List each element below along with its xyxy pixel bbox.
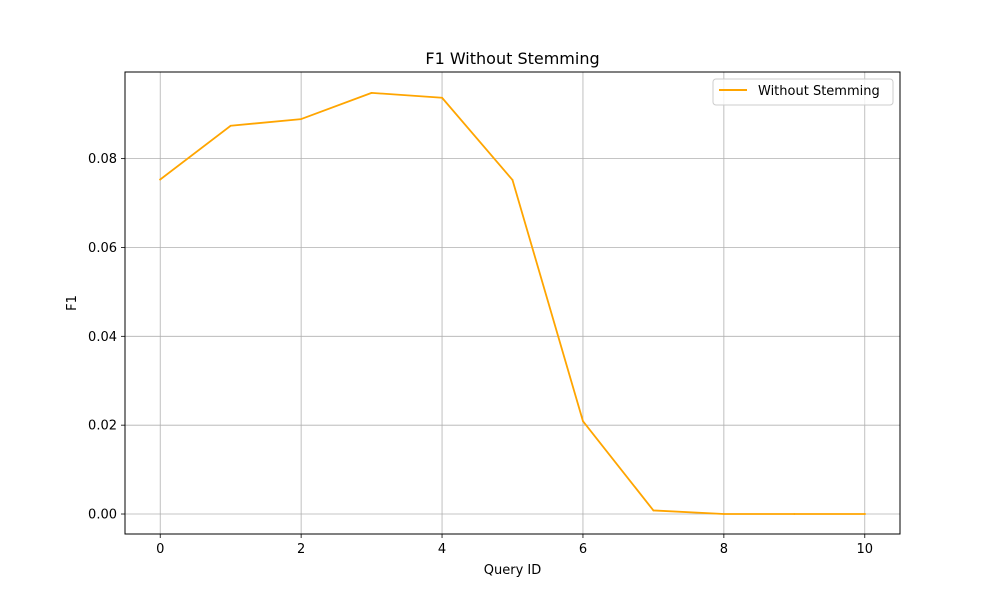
data-point <box>652 509 655 512</box>
legend-entry-without-stemming: Without Stemming <box>758 84 880 99</box>
x-tick-label: 2 <box>297 542 305 557</box>
x-tick-label: 4 <box>438 542 446 557</box>
data-point <box>370 91 373 94</box>
data-point <box>722 513 725 515</box>
y-tick-label: 0.00 <box>88 508 117 523</box>
plot-area-background <box>125 72 900 534</box>
x-tick-label: 10 <box>856 542 873 557</box>
y-tick-label: 0.02 <box>88 419 117 434</box>
data-point <box>159 178 162 181</box>
y-axis-label: F1 <box>65 295 80 311</box>
x-tick-label: 6 <box>579 542 587 557</box>
x-tick-label: 8 <box>720 542 728 557</box>
data-point <box>793 513 796 515</box>
data-point <box>441 96 443 99</box>
data-point <box>582 420 584 423</box>
y-tick-label: 0.06 <box>88 241 117 256</box>
data-point <box>511 179 514 181</box>
data-point <box>863 513 866 515</box>
data-point <box>300 118 303 120</box>
data-point <box>229 124 232 127</box>
x-tick-label: 0 <box>156 542 164 557</box>
chart-title: F1 Without Stemming <box>425 49 599 68</box>
y-tick-label: 0.04 <box>88 330 117 345</box>
y-axis-ticks: 0.00 0.02 0.04 0.06 0.08 <box>88 152 125 523</box>
x-axis-label: Query ID <box>484 563 541 578</box>
y-tick-label: 0.08 <box>88 152 117 167</box>
legend-box <box>712 78 894 106</box>
legend: Without Stemming <box>712 78 894 106</box>
x-axis-ticks: 0 2 4 6 8 10 <box>156 534 873 557</box>
plot-area-frame <box>124 71 901 535</box>
series-layer <box>158 91 866 515</box>
